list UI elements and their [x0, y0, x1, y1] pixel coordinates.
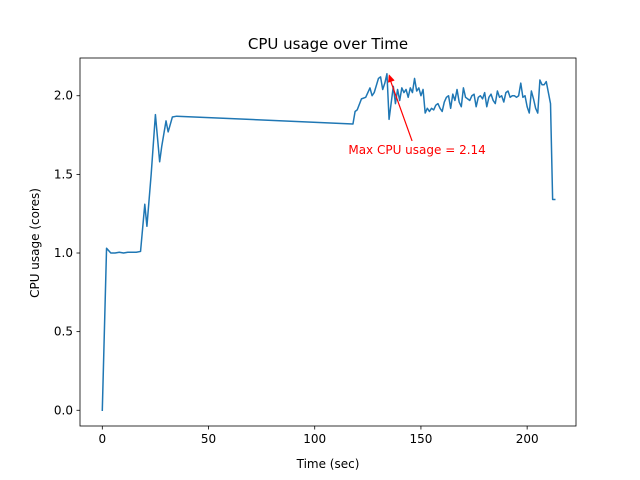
x-tick-label: 0: [98, 432, 106, 446]
axes-frame: [79, 57, 577, 427]
annotation-arrow-head: [388, 74, 395, 83]
y-tick-label: 0.5: [54, 325, 73, 339]
y-tick-label: 1.0: [54, 246, 73, 260]
y-tick-label: 2.0: [54, 89, 73, 103]
chart-title: CPU usage over Time: [248, 35, 408, 53]
annotation: Max CPU usage = 2.14: [348, 74, 486, 157]
annotation-arrow-line: [388, 76, 413, 142]
plot-area: [79, 57, 577, 427]
x-tick-label: 50: [201, 432, 216, 446]
y-axis-label: CPU usage (cores): [28, 188, 42, 298]
annotation-text: Max CPU usage = 2.14: [348, 143, 485, 157]
x-tick-label: 100: [303, 432, 326, 446]
y-tick-label: 1.5: [54, 167, 73, 181]
y-tick-label: 0.0: [54, 403, 73, 417]
axis-ticks: 0 50 100 150 200 0.0 0.5 1.0 1.5 2.0: [54, 89, 539, 446]
series-line-0: [101, 72, 556, 412]
x-tick-label: 200: [516, 432, 539, 446]
x-axis-label: Time (sec): [296, 457, 360, 471]
x-tick-label: 150: [409, 432, 432, 446]
